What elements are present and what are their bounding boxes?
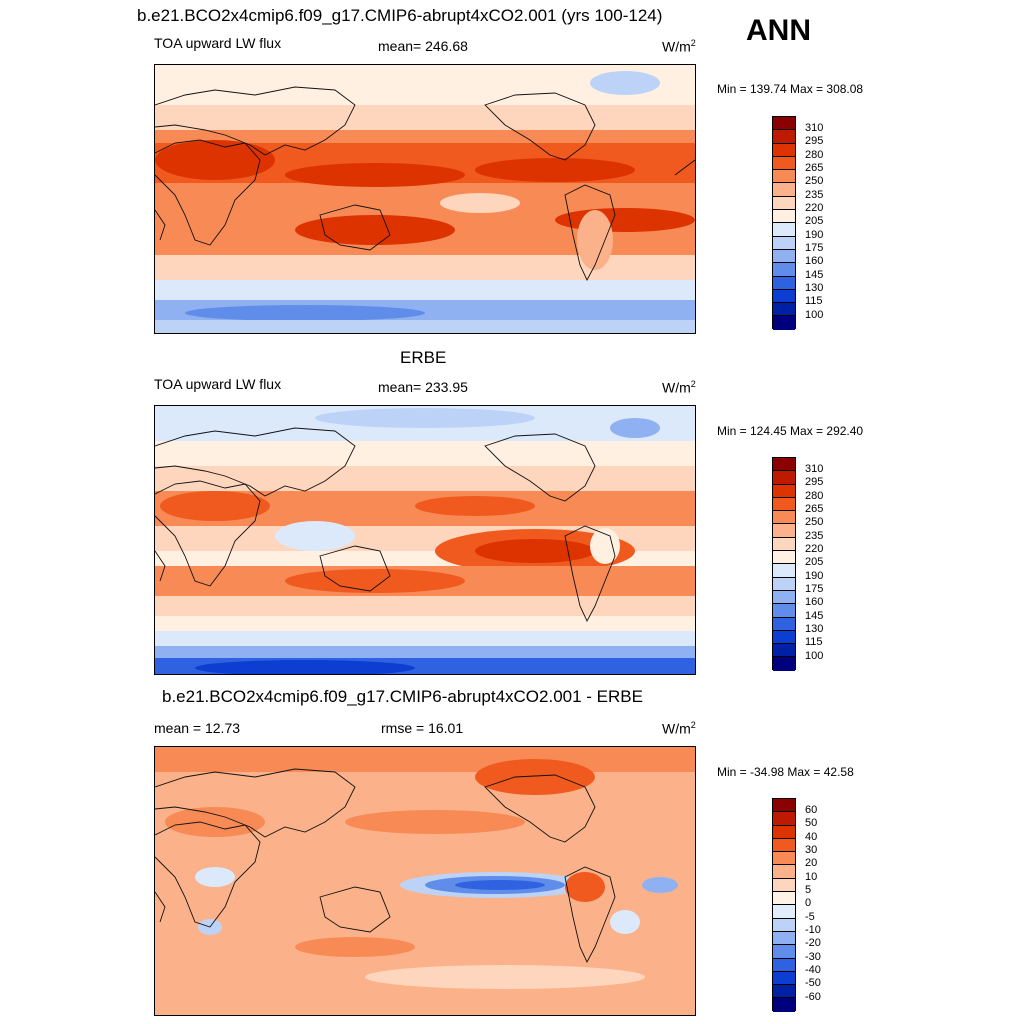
colorbar-tick: 115 [805,636,823,648]
colorbar-tick: -30 [805,951,821,963]
colorbar-tick: 5 [805,884,812,896]
colorbar-tick: 205 [805,556,824,568]
colorbar-tick: 130 [805,282,824,294]
colorbar-tick: 145 [805,610,824,622]
panel1-map [154,64,696,334]
panel3-rmse-label: rmse = 16.01 [381,720,464,736]
colorbar-tick: 190 [805,229,824,241]
colorbar-tick: -50 [805,977,821,989]
colorbar-tick: 220 [805,543,824,555]
colorbar-tick: 310 [805,122,824,134]
colorbar-tick: 295 [805,135,824,147]
colorbar-tick: 250 [805,175,824,187]
colorbar-tick: 145 [805,269,824,281]
colorbar-tick: 160 [805,596,824,608]
colorbar-tick: 220 [805,202,824,214]
colorbar-tick: 235 [805,189,824,201]
colorbar-tick: 60 [805,804,818,816]
colorbar-tick: 115 [805,295,823,307]
colorbar-tick: 160 [805,255,824,267]
panel3-minmax: Min = -34.98 Max = 42.58 [717,765,854,779]
colorbar-tick: 40 [805,831,818,843]
colorbar-tick: 265 [805,503,824,515]
panel2-mean-label: mean= 233.95 [378,379,468,395]
colorbar-tick: 100 [805,309,824,321]
panel3-mean-label: mean = 12.73 [154,720,241,736]
panel2-map [154,405,696,675]
panel1-units: W/m2 [662,38,696,55]
panel2-title: ERBE [400,348,447,367]
colorbar-tick: 265 [805,162,824,174]
colorbar-tick: 190 [805,570,824,582]
panel1-colorbar [772,116,796,330]
colorbar-tick: 235 [805,530,824,542]
colorbar-tick: 100 [805,650,824,662]
colorbar-tick: -10 [805,924,821,936]
colorbar-tick: 10 [805,871,818,883]
colorbar-tick: 0 [805,897,812,909]
panel1-variable-label: TOA upward LW flux [154,35,282,51]
panel1-mean-label: mean= 246.68 [378,38,468,54]
colorbar-tick: 20 [805,857,818,869]
season-label: ANN [746,14,811,47]
panel1-minmax: Min = 139.74 Max = 308.08 [717,82,864,96]
panel3-title: b.e21.BCO2x4cmip6.f09_g17.CMIP6-abrupt4x… [162,687,643,706]
colorbar-tick: -20 [805,937,821,949]
plot-title: b.e21.BCO2x4cmip6.f09_g17.CMIP6-abrupt4x… [137,6,663,25]
colorbar-tick: 280 [805,149,824,161]
colorbar-tick: 130 [805,623,824,635]
colorbar-tick: 205 [805,215,824,227]
colorbar-tick: 310 [805,463,824,475]
colorbar-tick: 175 [805,242,824,254]
colorbar-tick: -5 [805,911,815,923]
colorbar-tick: -40 [805,964,821,976]
colorbar-tick: 295 [805,476,824,488]
colorbar-tick: 280 [805,490,824,502]
panel2-colorbar [772,457,796,671]
colorbar-tick: -60 [805,991,821,1003]
panel3-units: W/m2 [662,720,696,737]
colorbar-tick: 50 [805,817,818,829]
panel3-colorbar [772,798,796,1012]
panel2-minmax: Min = 124.45 Max = 292.40 [717,424,864,438]
panel2-variable-label: TOA upward LW flux [154,376,282,392]
panel2-units: W/m2 [662,379,696,396]
colorbar-tick: 175 [805,583,824,595]
panel3-map [154,746,696,1016]
colorbar-tick: 250 [805,516,824,528]
colorbar-tick: 30 [805,844,818,856]
